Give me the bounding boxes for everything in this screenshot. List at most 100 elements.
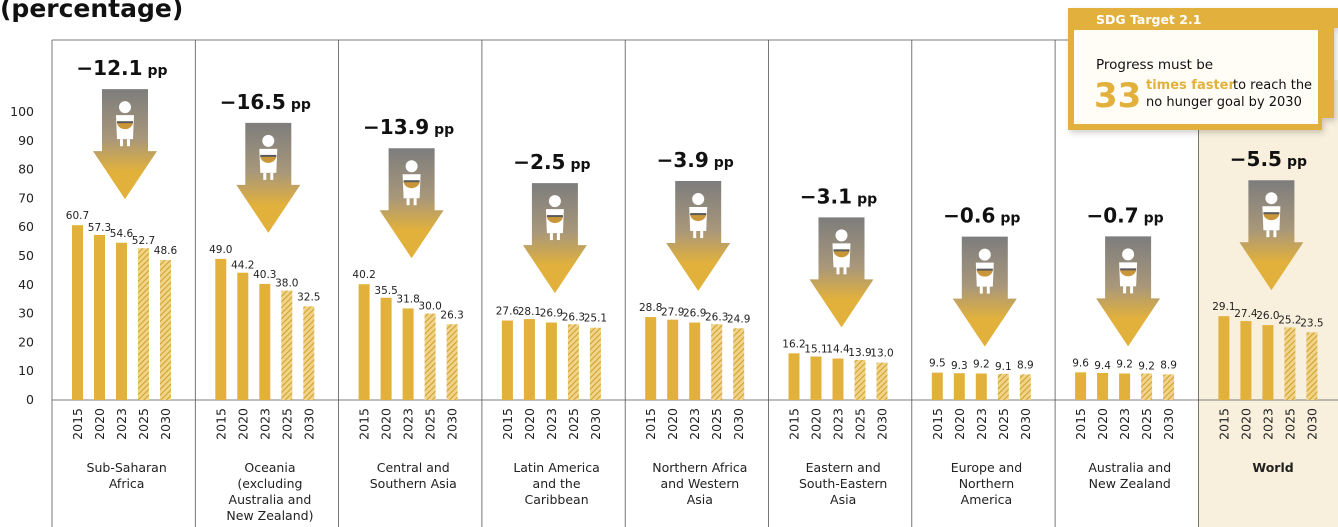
bar: [1262, 325, 1274, 400]
x-tick-year: 2023: [1117, 408, 1132, 440]
change-unit: pp: [1144, 210, 1164, 226]
bar-value-label: 27.9: [661, 307, 684, 319]
bowl-rim-icon: [260, 154, 277, 157]
x-tick-year: 2025: [853, 408, 868, 440]
y-tick-label: 0: [26, 392, 34, 407]
bar-value-label: 49.0: [209, 244, 232, 256]
x-tick-year: 2023: [401, 408, 416, 440]
change-value: −5.5: [1230, 147, 1282, 171]
region-name: World: [1252, 460, 1293, 475]
bar-value-label: 13.0: [870, 348, 893, 360]
bowl-icon: [403, 181, 420, 189]
person-leg-icon: [263, 172, 267, 180]
person-leg-icon: [700, 231, 704, 239]
decline-arrow: [666, 181, 731, 292]
person-leg-icon: [556, 233, 560, 241]
x-tick-year: 2030: [445, 408, 460, 440]
bar: [1097, 372, 1109, 400]
x-tick-year: 2023: [974, 408, 989, 440]
x-tick-year: 2030: [588, 408, 603, 440]
bar: [501, 320, 513, 400]
change-label: −0.7 pp: [1086, 203, 1163, 227]
bar-value-label: 35.5: [374, 285, 397, 297]
x-tick-year: 2020: [235, 408, 250, 440]
change-label: −0.6 pp: [943, 204, 1020, 228]
bar-value-label: 9.4: [1094, 360, 1111, 372]
callout-header: SDG Target 2.1: [1096, 12, 1201, 27]
bar-value-label: 15.1: [804, 344, 827, 356]
x-tick-year: 2015: [643, 408, 658, 440]
highlight-panel-bg: [1198, 80, 1338, 527]
bar-value-label: 16.2: [782, 338, 805, 350]
bowl-icon: [1120, 269, 1137, 277]
bar: [589, 327, 601, 400]
person-head-icon: [119, 101, 131, 114]
x-tick-year: 2023: [544, 408, 559, 440]
bar: [667, 319, 679, 400]
bar: [689, 322, 701, 400]
change-unit: pp: [1287, 154, 1307, 170]
decline-arrow: [236, 122, 301, 233]
bar-value-label: 57.3: [88, 222, 111, 234]
x-tick-year: 2015: [1216, 408, 1231, 440]
x-tick-year: 2023: [1260, 408, 1275, 440]
change-label: −3.9 pp: [657, 148, 734, 172]
person-leg-icon: [270, 172, 274, 180]
bar-value-label: 44.2: [231, 260, 254, 272]
x-tick-year: 2025: [1282, 408, 1297, 440]
person-leg-icon: [1273, 230, 1277, 238]
region-name: Northern Africa: [652, 460, 747, 475]
change-unit: pp: [148, 63, 168, 79]
region-name: (excluding: [237, 476, 302, 491]
person-leg-icon: [406, 198, 410, 206]
bar: [72, 225, 83, 400]
bowl-icon: [546, 216, 563, 224]
bar: [116, 242, 127, 400]
person-leg-icon: [1266, 230, 1270, 238]
region-name: Asia: [830, 492, 856, 507]
bar: [733, 328, 745, 400]
bar-value-label: 40.3: [253, 269, 276, 281]
person-leg-icon: [1123, 286, 1127, 294]
bar: [876, 362, 888, 400]
region-name: Sub-Saharan: [87, 460, 167, 475]
region-name: New Zealand): [226, 508, 313, 523]
x-tick-year: 2025: [709, 408, 724, 440]
bar: [1306, 332, 1318, 400]
x-tick-year: 2020: [1238, 408, 1253, 440]
x-tick-year: 2015: [70, 408, 85, 440]
region-name: Eastern and: [806, 460, 881, 475]
person-leg-icon: [120, 139, 123, 147]
region-name: Northern: [959, 476, 1015, 491]
x-tick-year: 2015: [1073, 408, 1088, 440]
person-head-icon: [548, 195, 561, 208]
x-tick-year: 2030: [1161, 408, 1176, 440]
bar: [1075, 372, 1087, 400]
bar: [424, 313, 436, 400]
person-leg-icon: [979, 286, 983, 294]
x-tick-year: 2015: [787, 408, 802, 440]
chart-title-fragment: (percentage): [0, 0, 184, 23]
sdg-target-callout: SDG Target 2.1 Progress must be 33 times…: [1068, 8, 1338, 130]
bar-value-label: 28.8: [639, 302, 662, 314]
bar-value-label: 9.2: [1138, 361, 1155, 373]
person-head-icon: [262, 134, 275, 147]
person-head-icon: [835, 229, 848, 242]
bowl-rim-icon: [976, 268, 993, 271]
decline-arrow: [379, 148, 444, 259]
change-unit: pp: [291, 97, 311, 113]
region-name: Caribbean: [524, 492, 588, 507]
bowl-rim-icon: [833, 249, 850, 252]
bar: [1141, 373, 1153, 400]
bar-value-label: 9.2: [1116, 359, 1133, 371]
y-tick-label: 60: [18, 219, 34, 234]
y-tick-label: 30: [18, 306, 34, 321]
person-leg-icon: [843, 267, 847, 275]
x-tick-year: 2025: [423, 408, 438, 440]
person-head-icon: [1122, 248, 1135, 261]
y-tick-label: 100: [10, 104, 34, 119]
x-tick-year: 2020: [809, 408, 824, 440]
change-unit: pp: [857, 191, 877, 207]
change-value: −0.7: [1086, 203, 1138, 227]
region-name: Australia and: [229, 492, 312, 507]
